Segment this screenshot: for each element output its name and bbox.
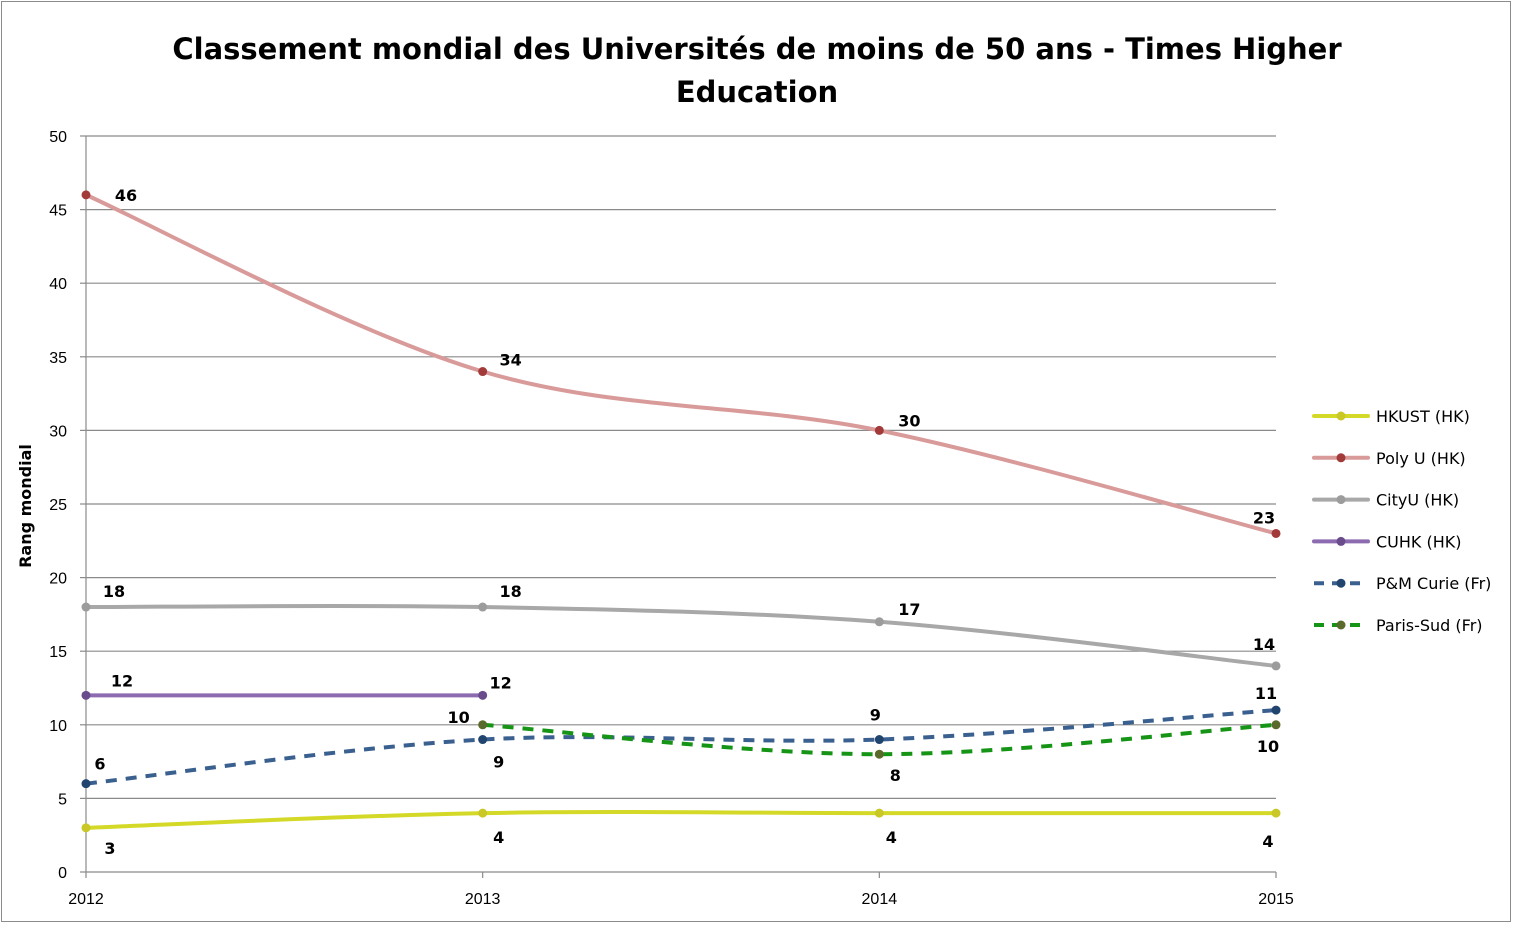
series-2-line	[84, 603, 1278, 668]
legend-label-series-0: HKUST (HK)	[1376, 407, 1470, 426]
series-2-point-2014	[874, 617, 884, 627]
x-tick-label-2012: 2012	[68, 891, 104, 908]
series-2-point-2015	[1271, 661, 1281, 671]
legend-label-series-4: P&M Curie (Fr)	[1376, 574, 1491, 593]
legend-label-series-3: CUHK (HK)	[1376, 532, 1462, 551]
axes: 0 5 10 15 20 25 30 35 40 45 50 2012 2013 2014 2015	[49, 129, 1294, 908]
x-tick-label-2013: 2013	[465, 891, 501, 908]
series-5-data-label-2015: 10	[1257, 737, 1279, 756]
series-2-data-label-2015: 14	[1253, 635, 1275, 654]
y-axis-label: Rang mondial	[16, 444, 35, 568]
series-4-data-label-2013: 9	[493, 753, 504, 772]
chart-title: Classement mondial des Universités de mo…	[0, 28, 1514, 114]
y-tick-label-45: 45	[49, 203, 67, 220]
series-2-point-2012	[81, 602, 91, 612]
series-lines	[81, 190, 1281, 833]
x-tick-label-2015: 2015	[1258, 891, 1294, 908]
series-0-data-label-2012: 3	[104, 839, 115, 858]
y-tick-label-15: 15	[49, 644, 67, 661]
series-1-point-2013	[478, 367, 488, 377]
legend-marker-series-2	[1336, 495, 1346, 505]
y-tick-label-5: 5	[58, 791, 67, 808]
series-5-data-label-2013: 10	[448, 708, 470, 727]
legend-label-series-1: Poly U (HK)	[1376, 449, 1466, 468]
series-1-point-2015	[1271, 528, 1281, 538]
series-2-data-label-2013: 18	[500, 582, 522, 601]
series-5-point-2014	[874, 749, 884, 759]
legend-marker-series-3	[1336, 536, 1346, 546]
series-0-point-2015	[1271, 808, 1281, 818]
y-tick-label-0: 0	[58, 865, 67, 882]
series-1-data-label-2012: 46	[115, 186, 137, 205]
series-2-data-label-2012: 18	[103, 582, 125, 601]
legend-marker-series-5	[1336, 620, 1346, 630]
series-2-data-label-2014: 17	[898, 600, 920, 619]
series-1-data-label-2013: 34	[500, 351, 522, 370]
series-4-point-2015	[1271, 705, 1281, 715]
series-3-point-2012	[81, 690, 91, 700]
series-4-data-label-2012: 6	[94, 755, 105, 774]
y-tick-label-50: 50	[49, 129, 67, 146]
series-2-point-2013	[478, 602, 488, 612]
y-tick-label-20: 20	[49, 571, 67, 588]
series-4-point-2014	[874, 735, 884, 745]
y-tick-label-10: 10	[49, 718, 67, 735]
series-0-data-label-2015: 4	[1262, 832, 1273, 851]
legend-marker-series-4	[1336, 578, 1346, 588]
series-1-data-label-2015: 23	[1253, 508, 1275, 527]
series-1-point-2012	[81, 190, 91, 200]
legend-marker-series-1	[1336, 453, 1346, 463]
series-3-data-label-2013: 12	[490, 673, 512, 692]
y-tick-label-40: 40	[49, 276, 67, 293]
series-4-point-2012	[81, 779, 91, 789]
series-0-point-2014	[874, 808, 884, 818]
series-0-point-2012	[81, 823, 91, 833]
x-tick-label-2014: 2014	[862, 891, 898, 908]
series-4-data-label-2015: 11	[1255, 684, 1277, 703]
legend-label-series-2: CityU (HK)	[1376, 491, 1459, 510]
series-0-data-label-2013: 4	[493, 828, 504, 847]
series-0-point-2013	[478, 808, 488, 818]
legend-marker-series-0	[1336, 411, 1346, 421]
series-1-line	[84, 192, 1278, 536]
series-0-line	[84, 810, 1278, 830]
y-tick-label-25: 25	[49, 497, 67, 514]
y-tick-label-30: 30	[49, 423, 67, 440]
series-3-point-2013	[478, 690, 488, 700]
legend: HKUST (HK) Poly U (HK) CityU (HK) CUHK (HK)…	[1312, 407, 1491, 635]
series-5-point-2013	[478, 720, 488, 730]
series-5-point-2015	[1271, 720, 1281, 730]
series-3-data-label-2012: 12	[111, 671, 133, 690]
series-4-point-2013	[478, 735, 488, 745]
series-5-data-label-2014: 8	[890, 766, 901, 785]
series-0-data-label-2014: 4	[886, 828, 897, 847]
series-1-point-2014	[874, 425, 884, 435]
series-1-data-label-2014: 30	[898, 411, 920, 430]
y-tick-label-35: 35	[49, 350, 67, 367]
series-4-data-label-2014: 9	[870, 706, 881, 725]
chart-title-line-1: Classement mondial des Universités de mo…	[172, 32, 1342, 66]
gridlines	[86, 135, 1276, 873]
legend-label-series-5: Paris-Sud (Fr)	[1376, 616, 1483, 635]
chart-title-line-2: Education	[675, 75, 839, 109]
series-4-line	[85, 708, 1277, 786]
